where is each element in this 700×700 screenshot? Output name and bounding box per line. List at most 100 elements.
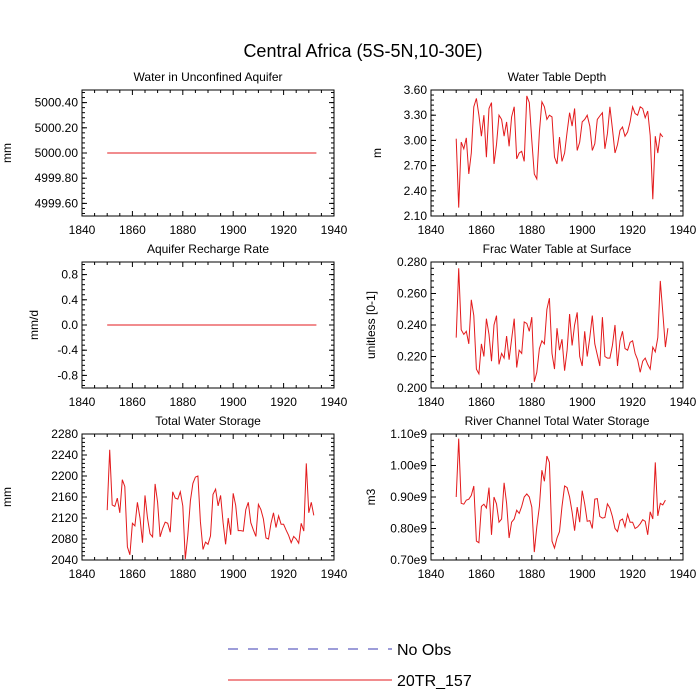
y-axis-label: unitless [0-1] — [364, 291, 378, 359]
x-tick-label: 1940 — [321, 223, 348, 237]
x-tick-label: 1860 — [468, 223, 495, 237]
x-tick-label: 1900 — [220, 223, 247, 237]
panel-title: Frac Water Table at Surface — [483, 242, 632, 256]
y-tick-label: 2280 — [51, 427, 78, 441]
y-tick-label: 1.00e9 — [390, 459, 427, 473]
y-axis-label: m3 — [364, 488, 378, 505]
y-tick-label: 2080 — [51, 532, 78, 546]
y-tick-label: 0.70e9 — [390, 553, 427, 567]
y-tick-label: -0.4 — [57, 343, 78, 357]
y-axis-label: mm/d — [27, 310, 41, 340]
panel-title: River Channel Total Water Storage — [465, 414, 650, 428]
x-tick-label: 1840 — [418, 223, 445, 237]
panel-title: Water Table Depth — [508, 70, 607, 84]
y-tick-label: 2.70 — [404, 159, 428, 173]
panel-frac-water-table-at-surface: Frac Water Table at Surface unitless [0-1… — [364, 242, 696, 409]
plot-frame — [81, 433, 335, 561]
x-tick-label: 1840 — [69, 567, 96, 581]
y-tick-label: 2.40 — [404, 184, 428, 198]
x-tick-label: 1860 — [119, 223, 146, 237]
y-tick-label: 0.90e9 — [390, 490, 427, 504]
legend-label-20tr-157: 20TR_157 — [397, 673, 472, 690]
y-axis-label: m — [370, 148, 384, 158]
y-tick-label: 2120 — [51, 511, 78, 525]
x-tick-label: 1900 — [220, 395, 247, 409]
x-tick-label: 1920 — [619, 395, 646, 409]
y-tick-label: 0.80e9 — [390, 522, 427, 536]
x-tick-label: 1840 — [69, 223, 96, 237]
x-tick-label: 1900 — [220, 567, 247, 581]
x-tick-label: 1880 — [518, 223, 545, 237]
y-tick-label: -0.8 — [57, 368, 78, 382]
x-tick-label: 1920 — [619, 567, 646, 581]
y-tick-label: 0.280 — [397, 255, 427, 269]
x-tick-label: 1860 — [468, 567, 495, 581]
y-tick-label: 2040 — [51, 553, 78, 567]
x-tick-label: 1880 — [518, 567, 545, 581]
y-tick-label: 3.60 — [404, 83, 428, 97]
y-axis-label: mm — [0, 143, 14, 163]
y-tick-label: 1.10e9 — [390, 427, 427, 441]
plot-frame — [430, 89, 684, 217]
panel-total-water-storage: Total Water Storage mm 1840 1860 1880 1900 192… — [0, 414, 347, 581]
y-tick-label: 5000.00 — [35, 146, 79, 160]
x-tick-label: 1940 — [670, 567, 697, 581]
figure-title: Central Africa (5S-5N,10-30E) — [243, 41, 482, 61]
y-tick-label: 5000.40 — [35, 96, 79, 110]
x-tick-label: 1860 — [468, 395, 495, 409]
y-tick-label: 2.10 — [404, 209, 428, 223]
y-tick-label: 0.0 — [61, 318, 78, 332]
x-tick-label: 1900 — [569, 223, 596, 237]
x-tick-label: 1840 — [69, 395, 96, 409]
panel-river-channel-total-water-storage: River Channel Total Water Storage m3 1840 1… — [364, 414, 696, 581]
y-tick-label: 0.260 — [397, 287, 427, 301]
panel-title: Total Water Storage — [155, 414, 261, 428]
x-tick-label: 1880 — [169, 567, 196, 581]
series-line-20tr-157 — [455, 438, 666, 553]
y-tick-label: 3.00 — [404, 133, 428, 147]
y-tick-label: 0.220 — [397, 350, 427, 364]
y-tick-label: 2160 — [51, 490, 78, 504]
x-tick-label: 1900 — [569, 567, 596, 581]
x-tick-label: 1940 — [321, 567, 348, 581]
panel-water-table-depth: Water Table Depth m 1840 1860 1880 1900 1920 19… — [370, 70, 696, 237]
x-tick-label: 1880 — [169, 223, 196, 237]
x-tick-label: 1940 — [670, 395, 697, 409]
legend-label-no-obs: No Obs — [397, 642, 451, 659]
x-tick-label: 1920 — [270, 395, 297, 409]
y-tick-label: 4999.60 — [35, 196, 79, 210]
x-tick-label: 1840 — [418, 395, 445, 409]
plot-frame — [430, 433, 684, 561]
y-tick-label: 0.8 — [61, 268, 78, 282]
x-tick-label: 1940 — [321, 395, 348, 409]
plot-frame — [430, 261, 684, 389]
x-tick-label: 1940 — [670, 223, 697, 237]
y-tick-label: 0.4 — [61, 293, 78, 307]
y-tick-label: 2240 — [51, 448, 78, 462]
y-tick-label: 4999.80 — [35, 171, 79, 185]
series-line-20tr-157 — [455, 95, 664, 208]
y-tick-label: 2200 — [51, 469, 78, 483]
x-tick-label: 1900 — [569, 395, 596, 409]
y-tick-label: 0.240 — [397, 318, 427, 332]
y-tick-label: 5000.20 — [35, 121, 79, 135]
y-tick-label: 0.200 — [397, 381, 427, 395]
y-axis-label: mm — [0, 487, 14, 507]
x-tick-label: 1880 — [169, 395, 196, 409]
legend: No Obs 20TR_157 — [228, 642, 472, 690]
x-tick-label: 1920 — [619, 223, 646, 237]
x-tick-label: 1880 — [518, 395, 545, 409]
x-tick-label: 1860 — [119, 395, 146, 409]
series-line-20tr-157 — [106, 449, 315, 560]
panel-title: Water in Unconfined Aquifer — [134, 70, 283, 84]
panel-water-in-unconfined-aquifer: Water in Unconfined Aquifer mm 1840 1860 188… — [0, 70, 347, 237]
y-tick-label: 3.30 — [404, 108, 428, 122]
panel-aquifer-recharge-rate: Aquifer Recharge Rate mm/d 1840 1860 1880 190… — [27, 242, 347, 409]
series-line-20tr-157 — [455, 268, 669, 382]
x-tick-label: 1840 — [418, 567, 445, 581]
x-tick-label: 1920 — [270, 567, 297, 581]
panel-title: Aquifer Recharge Rate — [147, 242, 269, 256]
x-tick-label: 1860 — [119, 567, 146, 581]
x-tick-label: 1920 — [270, 223, 297, 237]
